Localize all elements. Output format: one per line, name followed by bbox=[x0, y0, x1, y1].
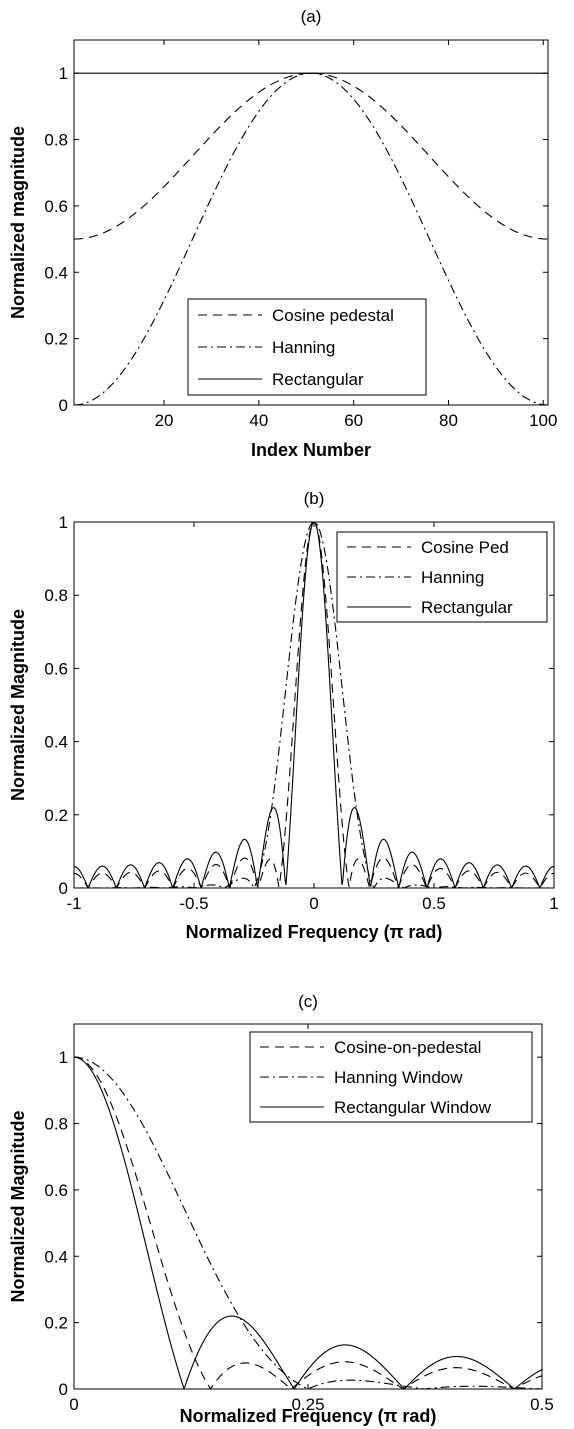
series-line-rectangular bbox=[74, 522, 554, 888]
legend: Cosine pedestal Hanning Rectangular bbox=[187, 298, 427, 396]
legend-label: Hanning bbox=[272, 338, 335, 357]
y-tick-label: 0 bbox=[59, 879, 68, 898]
y-tick-label: 0.2 bbox=[44, 1314, 68, 1333]
x-axis-label: Normalized Frequency (π rad) bbox=[186, 922, 443, 942]
x-tick-label: 100 bbox=[529, 411, 557, 430]
y-axis-label: Normalized Magnitude bbox=[8, 609, 28, 801]
x-axis-label: Index Number bbox=[251, 440, 371, 460]
legend: Cosine Ped Hanning Rectangular bbox=[336, 531, 548, 623]
x-tick-label: 1 bbox=[549, 894, 558, 913]
legend-label: Rectangular bbox=[272, 370, 364, 389]
chart-a: 20 40 60 80 100 0 0.2 0.4 0.6 0.8 1 (a) Index Number… bbox=[8, 7, 557, 460]
x-tick-label: 60 bbox=[344, 411, 363, 430]
y-tick-label: 1 bbox=[59, 513, 68, 532]
x-tick-label: 20 bbox=[155, 411, 174, 430]
y-tick-label: 0 bbox=[59, 396, 68, 415]
y-tick-label: 0.4 bbox=[44, 263, 68, 282]
y-tick-label: 0.6 bbox=[44, 197, 68, 216]
legend-label: Cosine pedestal bbox=[272, 306, 394, 325]
x-tick-label: -1 bbox=[66, 894, 81, 913]
chart-title: (c) bbox=[298, 992, 318, 1011]
chart-title: (a) bbox=[301, 7, 322, 26]
y-tick-label: 1 bbox=[59, 64, 68, 83]
legend-label: Hanning bbox=[421, 568, 484, 587]
y-tick-label: 0.8 bbox=[44, 1115, 68, 1134]
series-line-hanning-window bbox=[74, 1056, 542, 1389]
y-axis-label: Normalized magnitude bbox=[8, 126, 28, 319]
legend-label: Rectangular Window bbox=[334, 1098, 492, 1117]
series-line-hanning bbox=[74, 522, 554, 888]
y-tick-label: 0.8 bbox=[44, 131, 68, 150]
y-tick-label: 1 bbox=[59, 1048, 68, 1067]
y-tick-label: 0.4 bbox=[44, 733, 68, 752]
y-tick-label: 0.2 bbox=[44, 806, 68, 825]
x-tick-label: 80 bbox=[439, 411, 458, 430]
x-tick-label: 0.5 bbox=[530, 1395, 554, 1414]
y-axis-label: Normalized Magnitude bbox=[8, 1110, 28, 1302]
x-tick-label: 0.5 bbox=[422, 894, 446, 913]
legend-label: Cosine Ped bbox=[421, 538, 509, 557]
legend-label: Cosine-on-pedestal bbox=[334, 1038, 481, 1057]
legend-label: Rectangular bbox=[421, 598, 513, 617]
x-tick-label: 0 bbox=[309, 894, 318, 913]
x-tick-label: 0 bbox=[69, 1395, 78, 1414]
legend-label: Hanning Window bbox=[334, 1068, 463, 1087]
chart-title: (b) bbox=[304, 489, 325, 508]
x-tick-label: 40 bbox=[249, 411, 268, 430]
y-tick-label: 0.2 bbox=[44, 330, 68, 349]
y-tick-label: 0.6 bbox=[44, 1181, 68, 1200]
series-line-cosine-pedestal bbox=[74, 72, 548, 240]
chart-c: 0 0.25 0.5 0 0.2 0.4 0.6 0.8 1 (c) Normalized Freq… bbox=[8, 992, 554, 1426]
x-tick-label: 0.25 bbox=[291, 1395, 324, 1414]
y-tick-label: 0.6 bbox=[44, 659, 68, 678]
legend: Cosine-on-pedestal Hanning Window Rectangu… bbox=[249, 1031, 533, 1123]
series-line-cosine-on-pedestal bbox=[74, 1056, 542, 1389]
series-line-cosine-ped bbox=[74, 522, 554, 888]
x-tick-label: -0.5 bbox=[179, 894, 208, 913]
chart-b: -1 -0.5 0 0.5 1 0 0.2 0.4 0.6 0.8 1 (b) Normalized F… bbox=[8, 489, 559, 942]
y-tick-label: 0.4 bbox=[44, 1247, 68, 1266]
y-tick-label: 0.8 bbox=[44, 586, 68, 605]
x-axis-label: Normalized Frequency (π rad) bbox=[180, 1406, 437, 1426]
plot-frame bbox=[73, 39, 549, 406]
series-line-rectangular-window bbox=[74, 1056, 542, 1389]
y-tick-label: 0 bbox=[59, 1380, 68, 1399]
